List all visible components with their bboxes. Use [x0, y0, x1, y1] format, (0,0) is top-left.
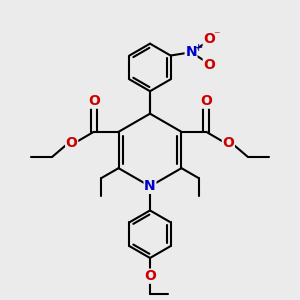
- Text: O: O: [222, 136, 234, 150]
- Text: +: +: [194, 43, 203, 53]
- Text: O: O: [144, 269, 156, 283]
- Text: O: O: [88, 94, 100, 108]
- Text: ⁻: ⁻: [213, 29, 220, 42]
- Text: O: O: [203, 58, 215, 73]
- Text: N: N: [144, 179, 156, 193]
- Text: O: O: [203, 32, 215, 46]
- Text: O: O: [200, 94, 212, 108]
- Text: O: O: [66, 136, 78, 150]
- Text: N: N: [185, 45, 197, 59]
